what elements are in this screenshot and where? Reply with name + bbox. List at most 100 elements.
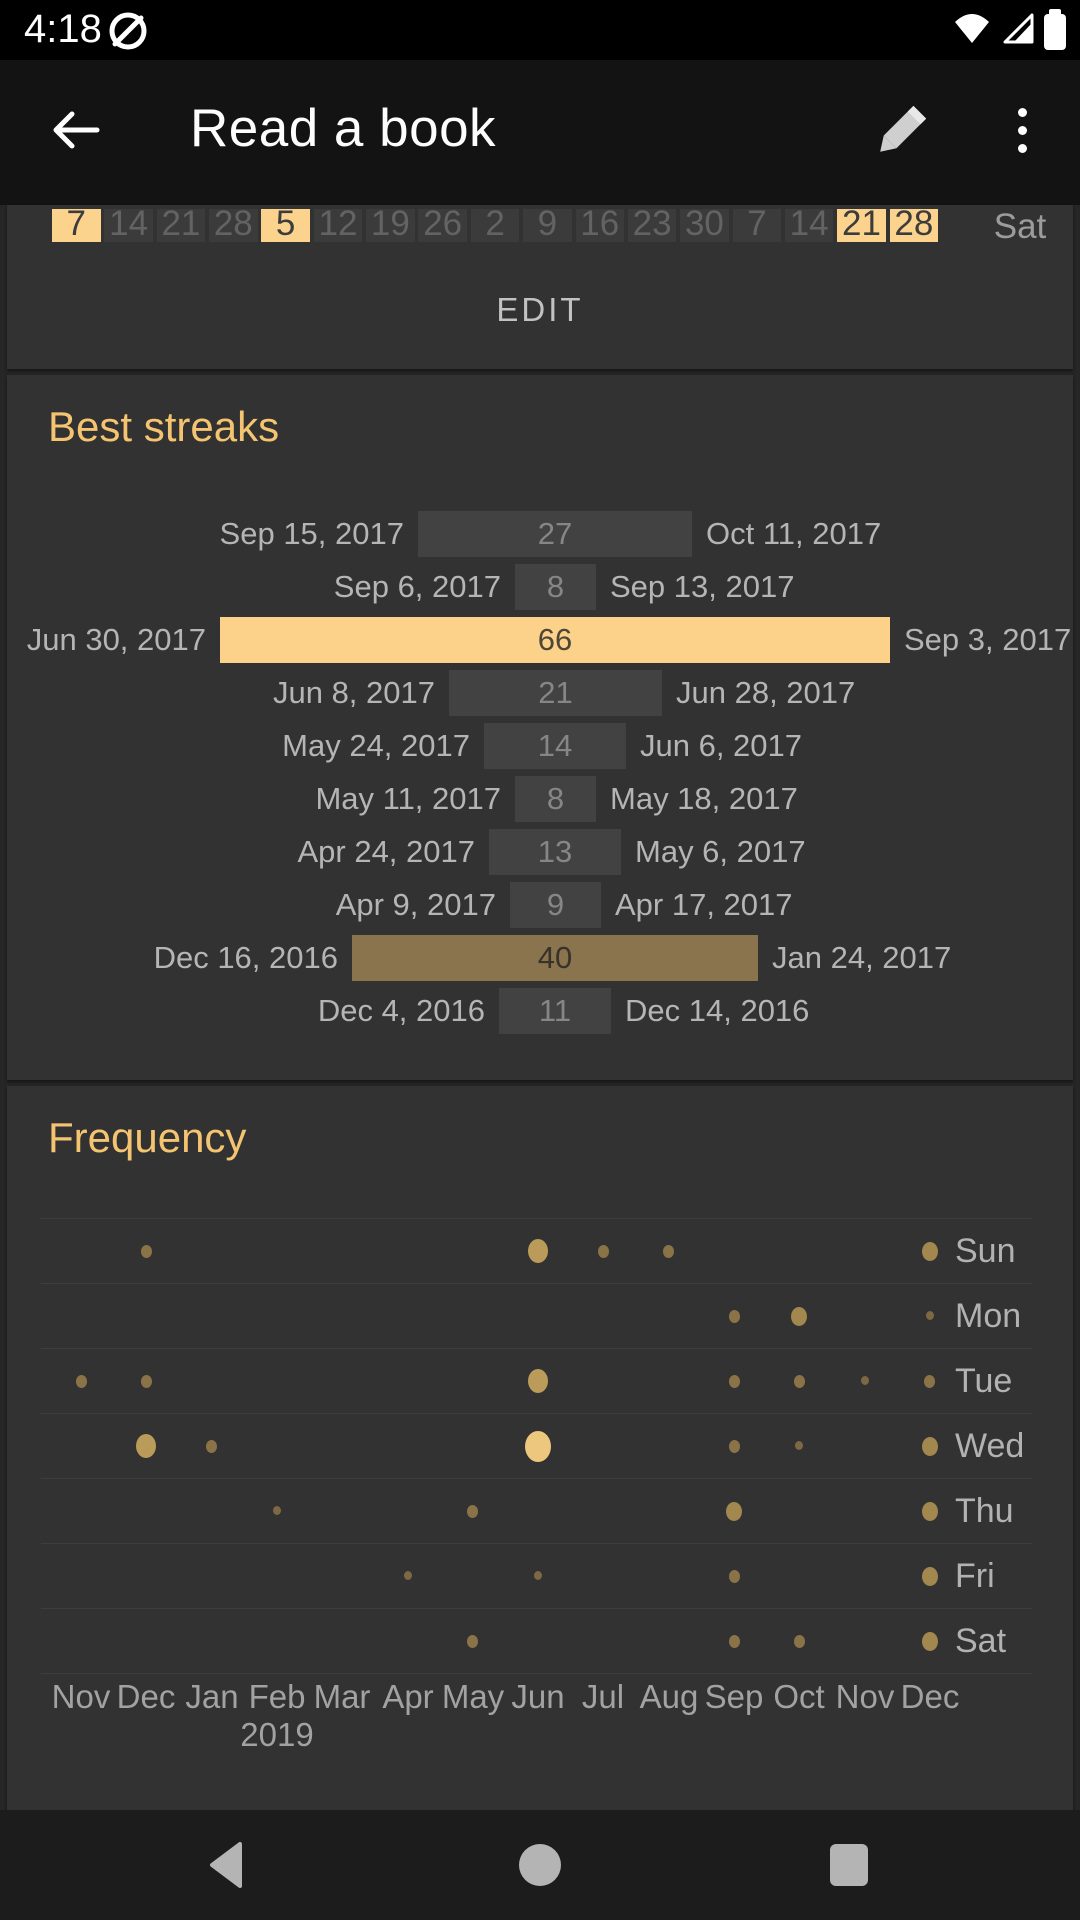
streak-row: Dec 16, 2016 40 Jan 24, 2017 xyxy=(7,935,1073,981)
frequency-dot xyxy=(729,1375,740,1388)
streak-start-date: Jun 8, 2017 xyxy=(272,675,435,710)
frequency-dot xyxy=(136,1434,156,1458)
month-label: Oct xyxy=(773,1678,825,1715)
streak-row: Apr 24, 2017 13 May 6, 2017 xyxy=(7,829,1073,875)
status-icons xyxy=(952,0,1066,60)
streak-bar: 66 xyxy=(220,617,890,663)
streak-length: 9 xyxy=(546,887,565,922)
frequency-dot xyxy=(404,1571,412,1580)
frequency-dot xyxy=(729,1310,740,1323)
weekday-label: Sat xyxy=(955,1622,1007,1660)
weekday-label: Mon xyxy=(955,1297,1022,1335)
frequency-dot xyxy=(729,1635,740,1648)
calendar-day-cell[interactable]: 28 xyxy=(209,209,258,242)
month-label: Nov xyxy=(51,1678,111,1715)
streak-end-date: Apr 17, 2017 xyxy=(615,887,793,922)
data-saver-notification-icon xyxy=(106,9,150,58)
calendar-day-cell[interactable]: 19 xyxy=(366,209,415,242)
frequency-dot xyxy=(206,1440,217,1453)
weekday-label: Wed xyxy=(955,1427,1025,1465)
calendar-day-cell[interactable]: 7 xyxy=(732,209,782,242)
calendar-day-cell[interactable]: 14 xyxy=(784,209,834,242)
streak-bar: 27 xyxy=(418,511,692,557)
calendar-day-cell[interactable]: 26 xyxy=(418,209,467,242)
calendar-day-cell[interactable]: 12 xyxy=(313,209,363,242)
status-bar: 4:18 xyxy=(0,0,1080,60)
frequency-dot xyxy=(467,1505,478,1518)
edit-button[interactable]: EDIT xyxy=(7,287,1073,331)
frequency-dot xyxy=(922,1437,938,1456)
frequency-dot xyxy=(795,1441,803,1450)
frequency-dot xyxy=(861,1376,869,1385)
streak-bar: 21 xyxy=(449,670,662,716)
calendar-day-cell[interactable]: 21 xyxy=(156,209,206,242)
nav-recents-button[interactable] xyxy=(789,1810,909,1920)
streak-row: Apr 9, 2017 9 Apr 17, 2017 xyxy=(7,882,1073,928)
streak-row: Jun 8, 2017 21 Jun 28, 2017 xyxy=(7,670,1073,716)
frequency-dot xyxy=(922,1502,938,1521)
recents-square-icon xyxy=(830,1844,868,1886)
streak-length: 21 xyxy=(538,675,573,710)
grid-line xyxy=(41,1673,1032,1674)
frequency-dot xyxy=(922,1567,938,1586)
frequency-dot xyxy=(76,1375,87,1388)
streak-row: Jun 30, 2017 66 Sep 3, 2017 xyxy=(7,617,1073,663)
frequency-dot xyxy=(729,1570,740,1583)
weekday-label: Sun xyxy=(955,1232,1016,1270)
signal-icon xyxy=(1001,11,1035,50)
month-label: Aug xyxy=(639,1678,699,1715)
calendar-day-number: 21 xyxy=(842,209,881,242)
grid-line xyxy=(41,1478,1032,1479)
frequency-dot xyxy=(141,1375,152,1388)
grid-line xyxy=(41,1608,1032,1609)
calendar-day-number: 2 xyxy=(485,209,505,242)
frequency-dot xyxy=(794,1375,805,1388)
streak-length: 8 xyxy=(546,781,565,816)
frequency-dot xyxy=(525,1431,551,1462)
calendar-day-number: 9 xyxy=(537,209,558,242)
streak-end-date: Jun 28, 2017 xyxy=(676,675,856,710)
calendar-day-cell[interactable]: 23 xyxy=(627,209,677,242)
nav-back-button[interactable] xyxy=(166,1810,286,1920)
frequency-dot xyxy=(528,1239,548,1263)
frequency-dot xyxy=(922,1242,938,1261)
calendar-day-cell[interactable]: 16 xyxy=(575,209,624,242)
frequency-dot xyxy=(791,1307,807,1326)
weekday-label: Fri xyxy=(955,1557,995,1595)
back-button[interactable] xyxy=(48,102,104,158)
frequency-dot xyxy=(528,1369,548,1393)
calendar-day-cell[interactable]: 7 xyxy=(52,209,101,242)
edit-pencil-button[interactable] xyxy=(868,102,932,162)
calendar-day-cell[interactable]: 21 xyxy=(837,209,886,242)
frequency-dot xyxy=(663,1245,674,1258)
overflow-menu-button[interactable] xyxy=(996,98,1048,162)
frequency-dot xyxy=(141,1245,152,1258)
calendar-day-cell[interactable]: 9 xyxy=(523,209,572,242)
streak-end-date: May 6, 2017 xyxy=(635,834,806,869)
calendar-day-number: 19 xyxy=(370,209,410,242)
calendar-day-cell[interactable]: 2 xyxy=(470,209,520,242)
nav-home-button[interactable] xyxy=(480,1810,600,1920)
calendar-day-cell[interactable]: 14 xyxy=(104,209,153,242)
weekday-label: Thu xyxy=(955,1492,1014,1530)
calendar-day-cell[interactable]: 28 xyxy=(889,209,939,242)
streak-end-date: Oct 11, 2017 xyxy=(706,516,882,551)
streak-row: Sep 15, 2017 27 Oct 11, 2017 xyxy=(7,511,1073,557)
calendar-day-cell[interactable]: 5 xyxy=(261,209,310,242)
month-label: Mar xyxy=(313,1678,371,1715)
streak-start-date: Dec 4, 2016 xyxy=(317,993,485,1028)
streak-start-date: Apr 9, 2017 xyxy=(335,887,496,922)
streak-row: May 24, 2017 14 Jun 6, 2017 xyxy=(7,723,1073,769)
month-label: May xyxy=(441,1678,505,1715)
grid-line xyxy=(41,1283,1032,1284)
streak-length: 66 xyxy=(537,622,573,657)
streak-bar: 11 xyxy=(499,988,611,1034)
streak-end-date: May 18, 2017 xyxy=(610,781,798,816)
month-label: Dec xyxy=(900,1678,960,1715)
streak-length: 40 xyxy=(537,940,573,975)
frequency-dot xyxy=(924,1375,935,1388)
calendar-day-cell[interactable]: 30 xyxy=(680,209,729,242)
wifi-icon xyxy=(952,11,992,50)
calendar-day-number: 21 xyxy=(161,209,201,242)
